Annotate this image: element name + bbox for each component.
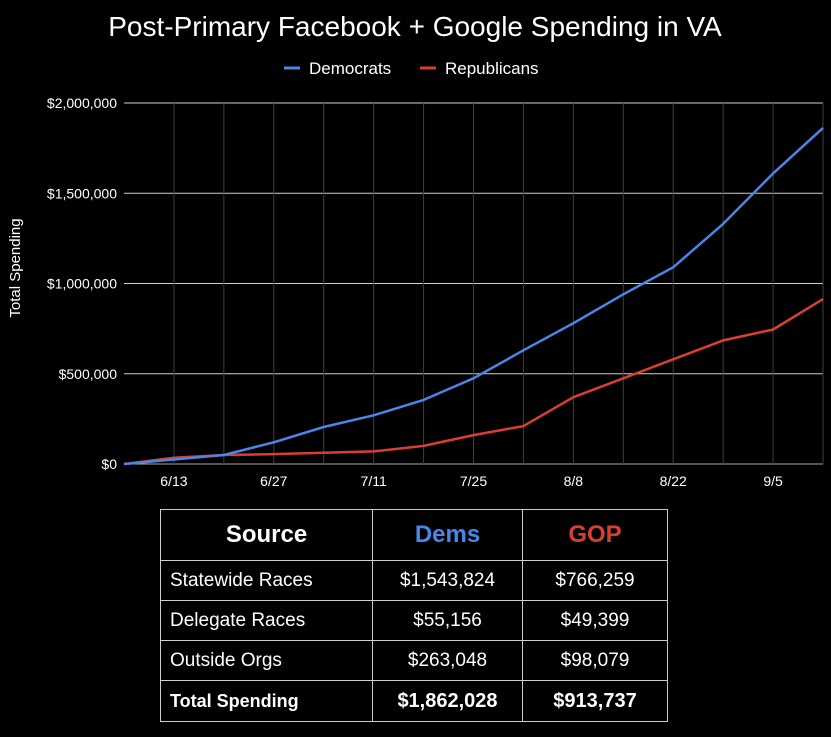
row-dems-value: $55,156 <box>372 600 523 641</box>
spending-table: Source Dems GOP Statewide Races $1,543,8… <box>160 509 668 722</box>
chart-legend: Democrats Republicans <box>284 59 539 78</box>
table-row: Statewide Races $1,543,824 $766,259 <box>160 560 668 601</box>
chart-title: Post-Primary Facebook + Google Spending … <box>108 11 722 42</box>
row-gop-value: $98,079 <box>522 640 668 681</box>
row-gop-value: $766,259 <box>522 560 668 601</box>
y-axis-label: Total Spending <box>7 218 24 317</box>
x-tick-label: 8/8 <box>564 473 584 489</box>
row-source: Delegate Races <box>160 600 373 641</box>
grid-lines <box>124 102 824 465</box>
table-header-row: Source Dems GOP <box>160 509 668 561</box>
x-tick-label: 6/13 <box>160 473 187 489</box>
series-lines <box>123 126 824 466</box>
row-source: Outside Orgs <box>160 640 373 681</box>
row-dems-value: $1,543,824 <box>372 560 523 601</box>
y-tick-label: $2,000,000 <box>47 95 117 111</box>
y-tick-label: $1,500,000 <box>47 185 117 201</box>
legend-label: Republicans <box>445 59 539 78</box>
table-row: Delegate Races $55,156 $49,399 <box>160 600 668 641</box>
legend-label: Democrats <box>309 59 391 78</box>
x-tick-label: 6/27 <box>260 473 287 489</box>
y-tick-label: $1,000,000 <box>47 276 117 292</box>
x-tick-label: 7/25 <box>460 473 487 489</box>
y-tick-label: $0 <box>101 456 117 472</box>
y-axis-ticks: $0 $500,000 $1,000,000 $1,500,000 $2,000,000 <box>47 95 117 472</box>
header-source: Source <box>160 509 373 561</box>
row-gop-value: $49,399 <box>522 600 668 641</box>
row-source: Statewide Races <box>160 560 373 601</box>
x-tick-label: 9/5 <box>763 473 783 489</box>
table-total-row: Total Spending $1,862,028 $913,737 <box>160 680 668 722</box>
line-chart: Post-Primary Facebook + Google Spending … <box>7 11 824 489</box>
header-dems: Dems <box>372 509 523 561</box>
x-axis-ticks: 6/13 6/27 7/11 7/25 8/8 8/22 9/5 <box>160 473 783 489</box>
total-label: Total Spending <box>160 680 373 722</box>
header-gop: GOP <box>522 509 668 561</box>
x-tick-label: 7/11 <box>361 473 387 489</box>
series-line-republicans <box>123 298 824 466</box>
x-tick-label: 8/22 <box>660 473 687 489</box>
y-tick-label: $500,000 <box>59 366 118 382</box>
table-row: Outside Orgs $263,048 $98,079 <box>160 640 668 681</box>
total-gop-value: $913,737 <box>522 680 668 722</box>
row-dems-value: $263,048 <box>372 640 523 681</box>
total-dems-value: $1,862,028 <box>372 680 523 722</box>
series-line-democrats <box>123 126 824 466</box>
